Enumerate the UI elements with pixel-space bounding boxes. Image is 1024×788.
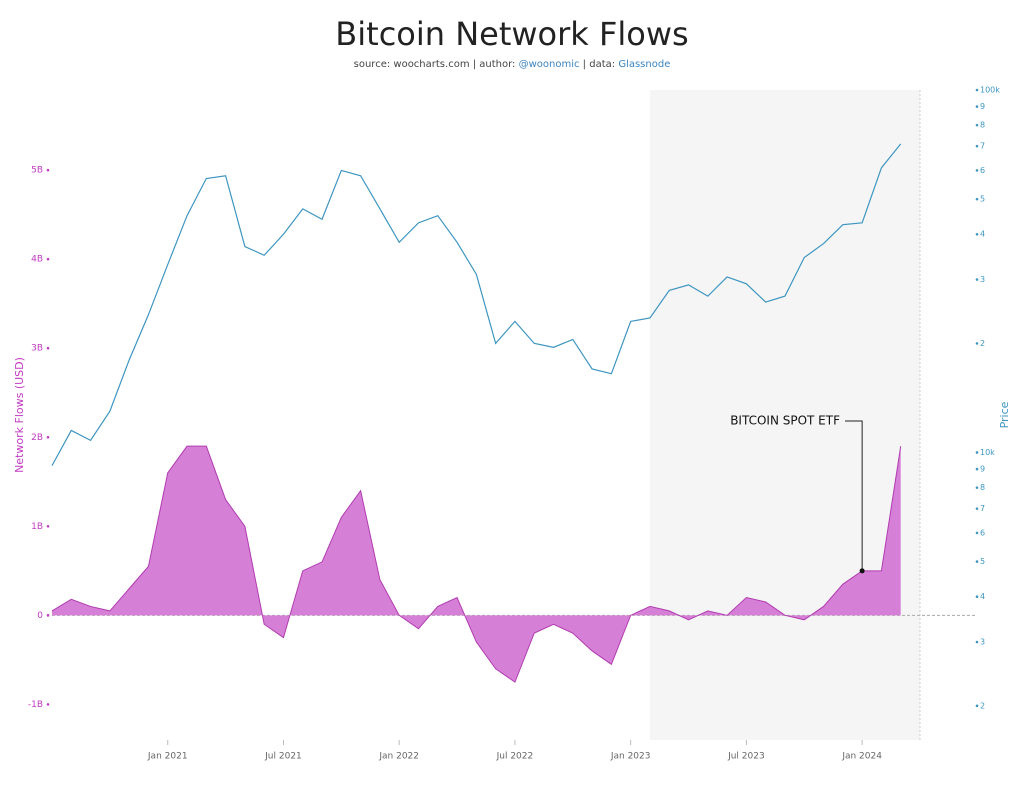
y-tick-label: -1B (28, 700, 43, 710)
x-tick-label: Jul 2021 (264, 752, 302, 762)
y2-tick-label: 8 (980, 483, 985, 492)
y-tick-label: 3B (31, 344, 43, 354)
y2-tick-mark (975, 640, 979, 644)
price-line (51, 143, 902, 466)
y2-tick-mark (975, 704, 979, 708)
y2-tick-label: 6 (980, 166, 985, 175)
y2-tick-mark (975, 342, 979, 345)
y2-tick-label: 7 (980, 504, 985, 513)
y-tick-mark (46, 525, 50, 528)
y2-tick-label: 10k (980, 448, 995, 457)
subtitle-link[interactable]: Glassnode (618, 59, 670, 70)
y2-tick-label: 4 (980, 230, 985, 239)
x-tick-label: Jul 2023 (727, 752, 765, 762)
y-axis-label: Network Flows (USD) (13, 357, 26, 473)
y2-tick-mark (975, 88, 979, 92)
y2-tick-mark (975, 197, 979, 201)
x-tick-label: Jan 2022 (378, 752, 419, 762)
y-tick-mark (46, 257, 50, 261)
y2-tick-label: 100k (980, 86, 1000, 95)
chart-subtitle: source: woocharts.com | author: @woonomi… (354, 59, 671, 70)
chart-title: Bitcoin Network Flows (335, 15, 688, 53)
y2-tick-mark (975, 595, 979, 599)
y2-tick-label: 9 (980, 465, 985, 474)
y-tick-label: 0 (37, 611, 43, 621)
y2-tick-mark (975, 467, 979, 471)
x-tick-label: Jan 2024 (841, 752, 882, 762)
x-tick-label: Jan 2023 (610, 752, 651, 762)
y2-tick-label: 2 (980, 339, 985, 348)
annotation-text: BITCOIN SPOT ETF (730, 414, 840, 428)
y2-tick-mark (975, 278, 979, 281)
y2-tick-mark (975, 451, 979, 454)
y-tick-label: 1B (31, 522, 43, 532)
subtitle-link[interactable]: @woonomic (519, 59, 580, 70)
x-tick-label: Jul 2022 (496, 752, 534, 762)
y2-tick-label: 6 (980, 528, 985, 537)
y2-tick-mark (975, 507, 979, 510)
y2-tick-mark (975, 144, 979, 148)
y2-tick-mark (975, 560, 979, 563)
y-tick-label: 2B (31, 433, 43, 443)
y2-tick-label: 5 (980, 195, 985, 204)
subtitle-part: | data: (580, 59, 619, 70)
y2-tick-mark (975, 105, 979, 108)
y-tick-mark (46, 435, 50, 439)
y-tick-label: 5B (31, 166, 43, 176)
y2-tick-mark (975, 169, 979, 172)
y2-tick-label: 9 (980, 102, 985, 111)
y-tick-mark (46, 703, 50, 706)
highlight-region (649, 90, 920, 740)
y2-tick-mark (975, 232, 979, 236)
y-tick-mark (46, 168, 50, 172)
y2-tick-label: 3 (980, 275, 985, 284)
y2-tick-label: 7 (980, 142, 985, 151)
annotation-leader (845, 420, 863, 571)
y2-axis-label: Price (998, 401, 1011, 428)
y-tick-mark (46, 614, 50, 617)
y2-tick-mark (975, 123, 979, 127)
y-tick-label: 4B (31, 255, 43, 265)
subtitle-part: source: woocharts.com | author: (354, 59, 519, 70)
y2-tick-label: 3 (980, 638, 985, 647)
y-tick-mark (46, 346, 50, 350)
y2-tick-mark (975, 531, 979, 535)
y2-tick-label: 8 (980, 121, 985, 130)
y2-tick-label: 5 (980, 557, 985, 566)
y2-tick-mark (975, 486, 979, 489)
flow-line (51, 445, 902, 683)
y2-tick-label: 4 (980, 592, 985, 601)
x-tick-label: Jan 2021 (147, 752, 188, 762)
y2-tick-label: 2 (980, 701, 985, 710)
annotation-dot (859, 568, 865, 574)
